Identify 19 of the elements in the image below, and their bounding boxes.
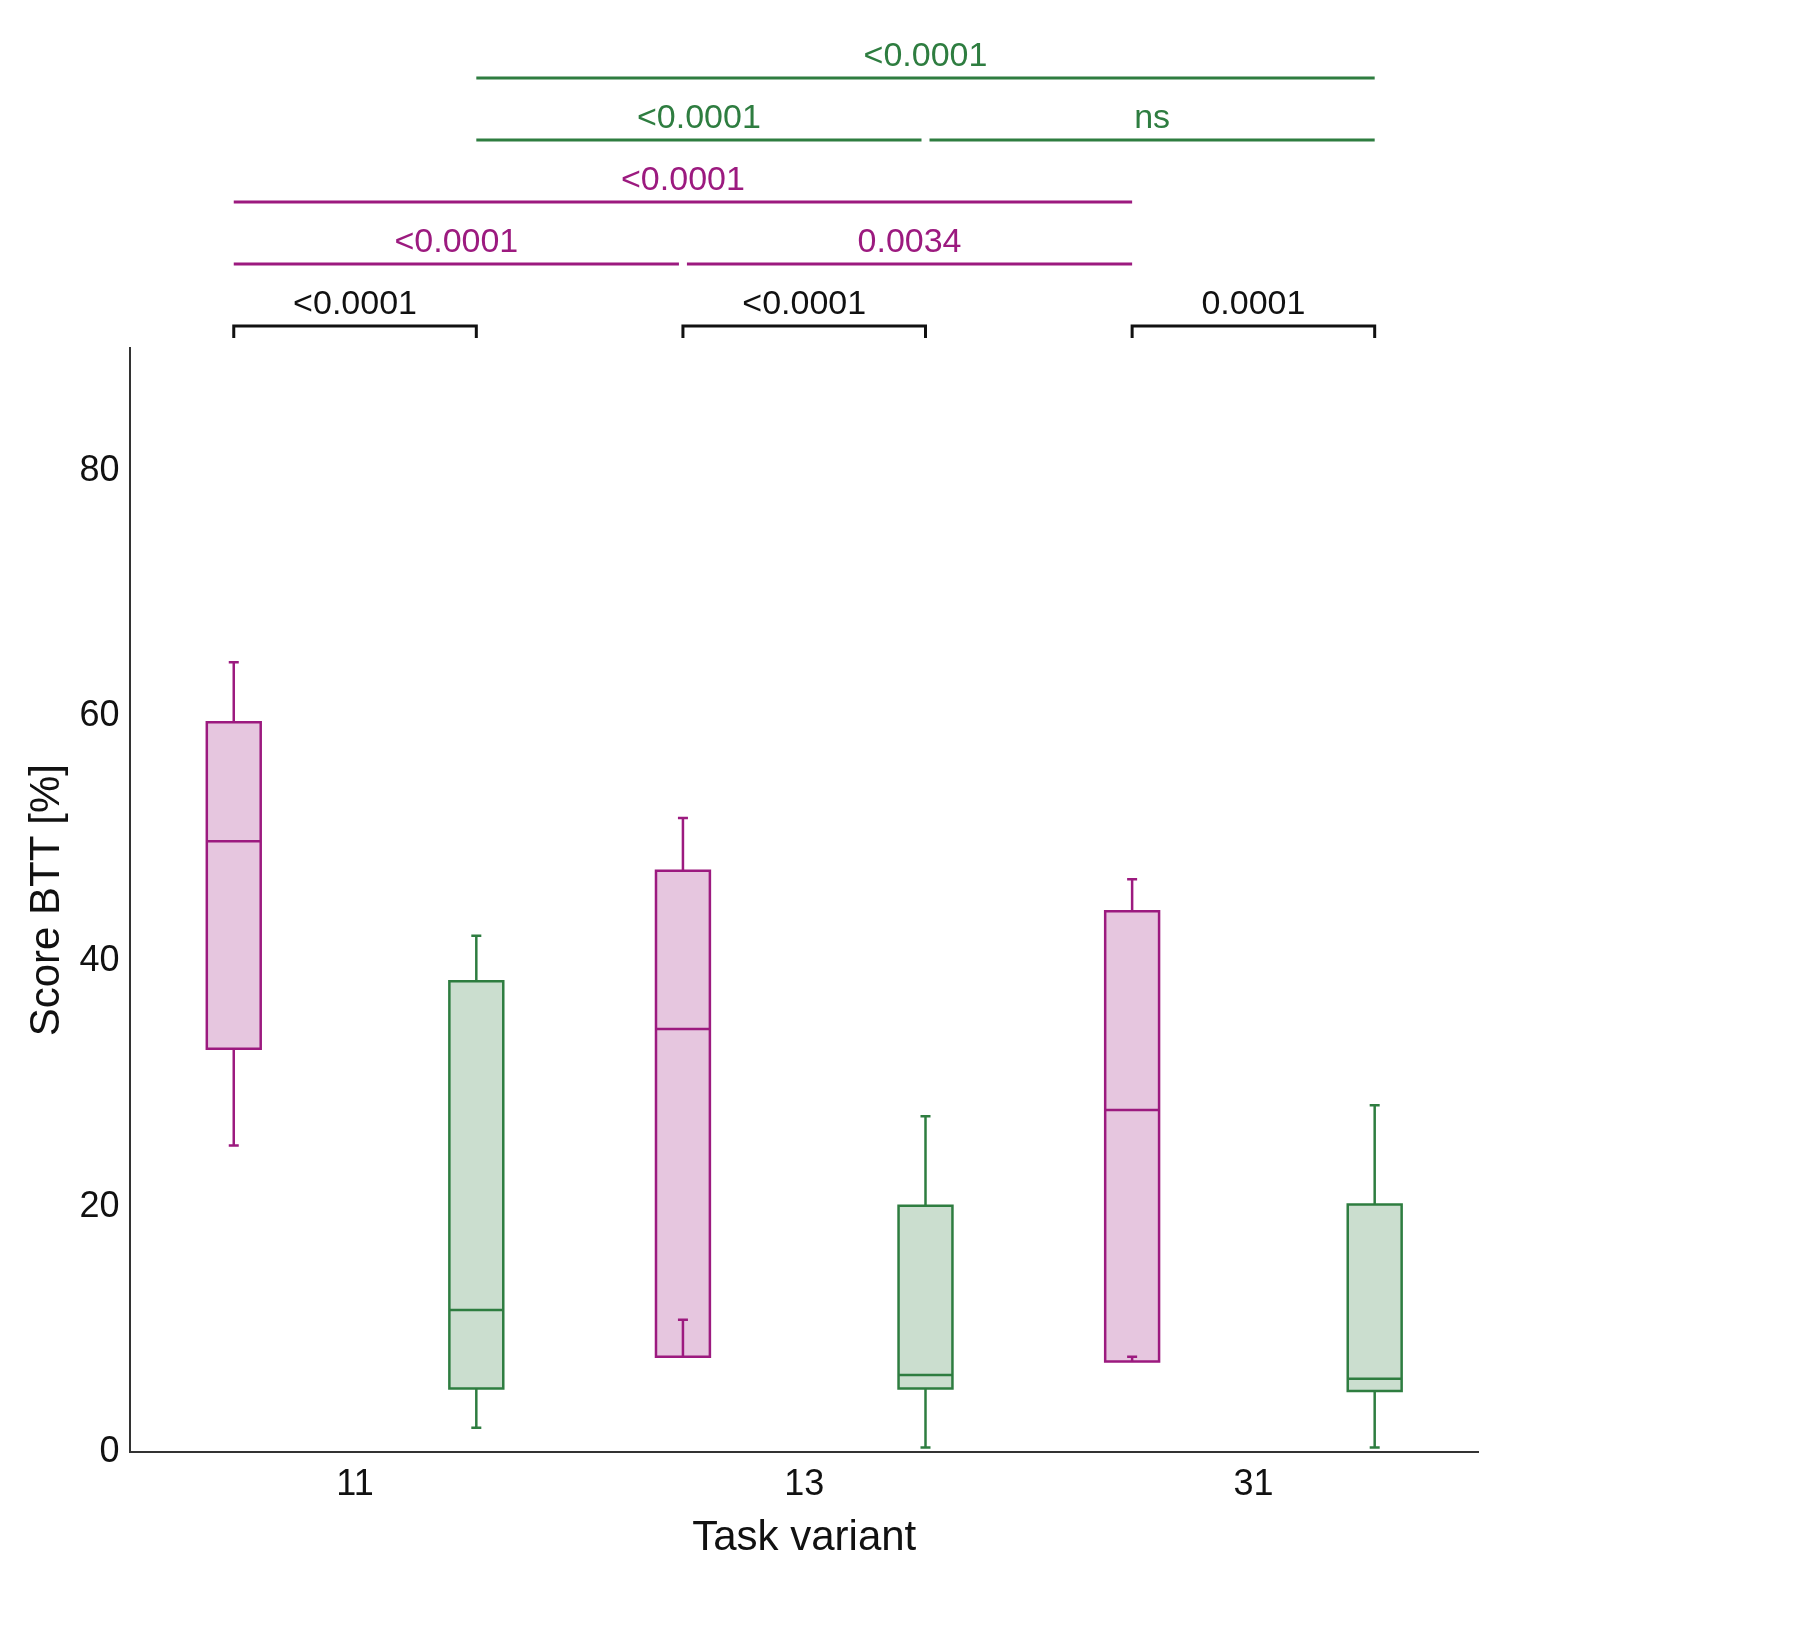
- y-tick-label: 60: [79, 693, 120, 735]
- x-axis-title: Task variant: [692, 1512, 917, 1560]
- y-tick-label: 40: [79, 938, 120, 980]
- text: <0.0001: [742, 283, 867, 322]
- x-tick-label: 13: [784, 1461, 825, 1503]
- x-tick-label: 31: [1233, 1461, 1274, 1503]
- text: 0.0001: [1201, 283, 1306, 322]
- text: <0.0001: [621, 159, 745, 198]
- y-tick-label: 0: [99, 1429, 120, 1471]
- text: <0.0001: [293, 283, 417, 322]
- text: <0.0001: [863, 35, 988, 74]
- y-axis-title: Score BTT [%]: [20, 764, 68, 1037]
- text: ns: [1134, 97, 1171, 136]
- text: 0.0034: [857, 221, 962, 260]
- y-tick-label: 80: [79, 447, 120, 489]
- text: <0.0001: [636, 97, 761, 136]
- x-tick-label: 11: [336, 1461, 374, 1503]
- text: <0.0001: [394, 221, 519, 260]
- y-tick-label: 20: [79, 1183, 120, 1225]
